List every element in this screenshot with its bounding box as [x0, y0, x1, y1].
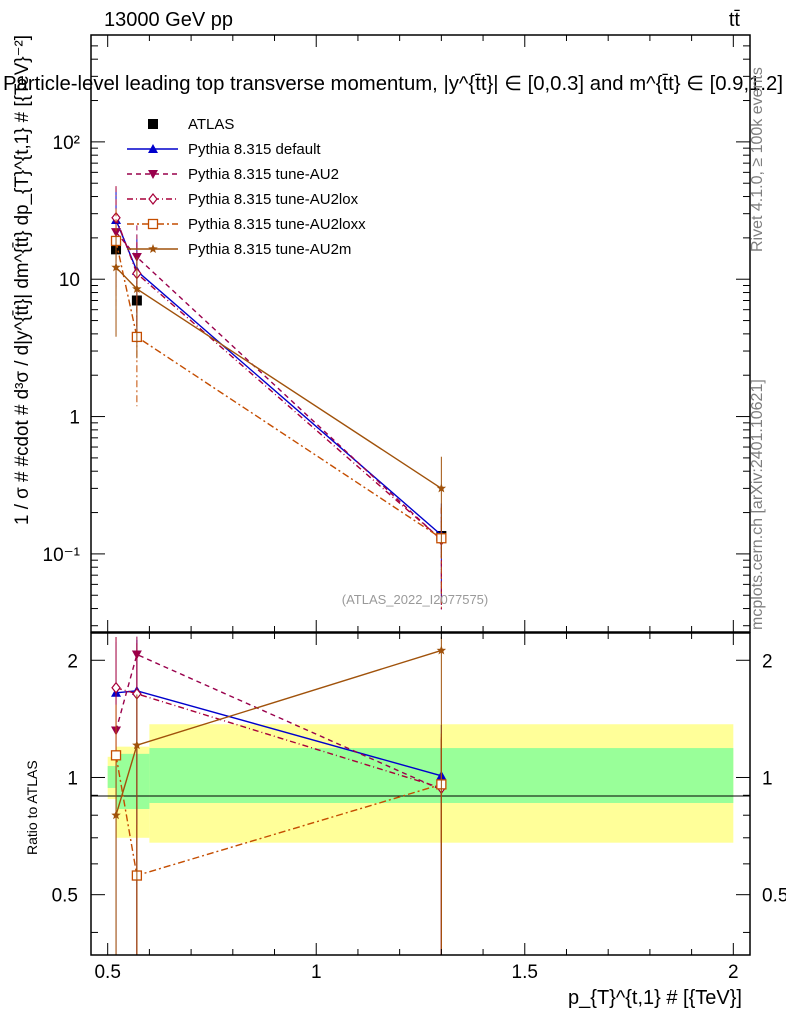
header-right: tt̄ — [729, 9, 741, 31]
y-tick-label: 10 — [59, 270, 80, 291]
y-tick-label: 10² — [53, 133, 80, 154]
mcplots-label: mcplots.cern.ch [arXiv:2401.10621] — [749, 379, 766, 630]
ratio-plot-frame — [90, 632, 751, 956]
header-left: 13000 GeV pp — [104, 9, 233, 31]
ratio-tick-label: 1 — [67, 768, 78, 789]
series-line-4 — [115, 240, 442, 539]
x-tick-label: 1 — [311, 962, 322, 983]
legend-label-0: ATLAS — [188, 116, 234, 133]
series-line-5 — [115, 266, 442, 489]
axis-ticks — [91, 34, 750, 955]
series-point-5-0 — [111, 262, 121, 272]
x-tick-label: 0.5 — [94, 962, 120, 983]
ratio-band-inner-0 — [107, 766, 117, 788]
x-axis-label: p_{T}^{t,1} # [{TeV}] — [568, 987, 742, 1009]
y-axis-label: 1 / σ # #cdot # d³σ / d|y^{t̄t}| dm^{t̄t… — [12, 35, 33, 525]
legend-marker-5 — [148, 244, 158, 253]
ratio-tick-label-right: 0.5 — [762, 886, 786, 907]
plot-title: Particle-level leading top transverse mo… — [3, 73, 783, 95]
legend-marker-3 — [148, 193, 158, 205]
ratio-tick-label-right: 2 — [762, 651, 773, 672]
series-point-3-0 — [111, 211, 121, 224]
analysis-id: (ATLAS_2022_I2077575) — [342, 592, 488, 607]
legend: ATLAS Pythia 8.315 default Pythia 8.315 tu… — [127, 116, 366, 258]
series-line-3 — [115, 217, 442, 541]
legend-marker-2 — [148, 170, 158, 179]
series-point-2-0 — [111, 228, 122, 238]
ratio-uncertainty-bands — [107, 724, 734, 843]
legend-marker-0 — [148, 119, 158, 129]
ratio-point-5-0 — [111, 810, 121, 820]
ratio-point-4-0 — [110, 750, 122, 761]
legend-label-5: Pythia 8.315 tune-AU2m — [188, 241, 351, 258]
ratio-plot-area — [91, 636, 750, 955]
ratio-y-axis-label: Ratio to ATLAS — [24, 760, 40, 855]
legend-label-3: Pythia 8.315 tune-AU2lox — [188, 191, 359, 208]
ratio-line-3 — [115, 687, 442, 789]
ratio-line-2 — [115, 653, 442, 791]
y-tick-label: 1 — [69, 408, 80, 429]
series-point-5-1 — [132, 283, 142, 293]
legend-label-4: Pythia 8.315 tune-AU2loxx — [188, 216, 366, 233]
ratio-tick-label: 2 — [67, 651, 78, 672]
x-tick-label: 1.5 — [512, 962, 538, 983]
ratio-point-3-0 — [111, 681, 121, 694]
x-tick-label: 2 — [728, 962, 739, 983]
rivet-label: Rivet 4.1.0, ≥ 100k events — [749, 67, 766, 252]
ratio-point-5-1 — [132, 740, 142, 750]
legend-marker-4 — [147, 218, 159, 230]
y-tick-label: 10⁻¹ — [43, 545, 81, 566]
ratio-point-5-2 — [436, 645, 447, 655]
ratio-tick-label-right: 1 — [762, 768, 773, 789]
legend-marker-1 — [148, 144, 158, 153]
series-line-2 — [115, 231, 442, 541]
axis-tick-labels: 0.5 1 1.5 2 10⁻¹ 1 10 10² 0.5 0.5 1 1 2 2 — [43, 133, 786, 983]
ratio-band-inner-1 — [116, 753, 150, 809]
series-point-5-2 — [436, 483, 447, 493]
legend-label-2: Pythia 8.315 tune-AU2 — [188, 166, 339, 183]
legend-label-1: Pythia 8.315 default — [188, 141, 321, 158]
ratio-tick-label: 0.5 — [52, 886, 78, 907]
series-line-1 — [115, 219, 442, 536]
main-plot-area — [110, 186, 447, 610]
